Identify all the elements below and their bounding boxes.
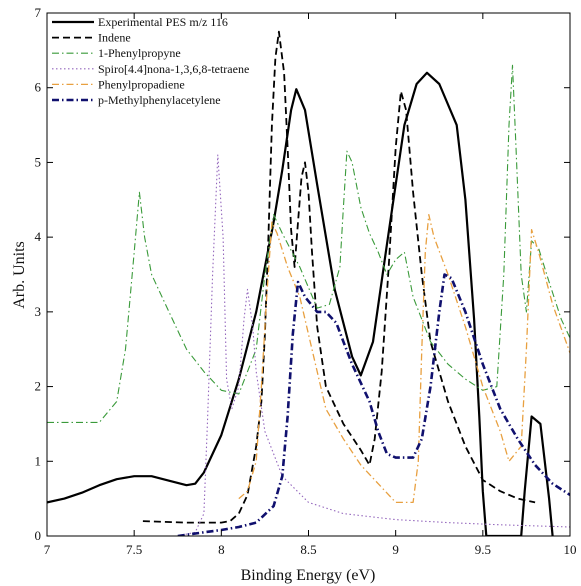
series-layer xyxy=(47,30,570,536)
y-tick-label: 6 xyxy=(35,80,42,95)
y-tick-label: 2 xyxy=(35,379,42,394)
legend-label: p-Methylphenylacetylene xyxy=(98,93,221,107)
x-tick-label: 8 xyxy=(218,542,225,557)
y-tick-label: 0 xyxy=(35,528,42,543)
x-tick-label: 10 xyxy=(564,542,577,557)
y-tick-label: 3 xyxy=(35,304,42,319)
y-axis-title: Arb. Units xyxy=(11,241,28,309)
legend-label: Spiro[4.4]nona-1,3,6,8-tetraene xyxy=(98,62,249,76)
series-line-5 xyxy=(238,214,570,504)
x-tick-label: 7.5 xyxy=(126,542,142,557)
series-line-3 xyxy=(47,64,570,423)
x-tick-label: 8.5 xyxy=(300,542,316,557)
x-tick-label: 7 xyxy=(44,542,51,557)
y-tick-label: 1 xyxy=(35,453,42,468)
legend-label: Indene xyxy=(98,31,131,45)
series-line-2 xyxy=(142,30,536,524)
ticks-layer: 7 7.5 8 8.5 9 9.5 10 0 1 2 3 4 5 6 7 xyxy=(35,5,577,557)
y-tick-label: 5 xyxy=(35,154,42,169)
plot-background xyxy=(47,13,570,536)
legend-label: Phenylpropadiene xyxy=(98,77,185,91)
x-tick-label: 9 xyxy=(392,542,399,557)
series-line-4 xyxy=(177,154,570,536)
legend-label: 1-Phenylpropyne xyxy=(98,46,181,60)
series-line-6 xyxy=(177,273,570,536)
legend: Experimental PES m/z 116 Indene1-Phenylpr… xyxy=(52,15,249,107)
x-tick-label: 9.5 xyxy=(475,542,491,557)
y-tick-label: 4 xyxy=(35,229,42,244)
x-axis-title: Binding Energy (eV) xyxy=(241,567,376,584)
legend-label: Experimental PES m/z 116 xyxy=(98,15,228,29)
series-line-1 xyxy=(47,71,554,536)
y-tick-label: 7 xyxy=(35,5,42,20)
